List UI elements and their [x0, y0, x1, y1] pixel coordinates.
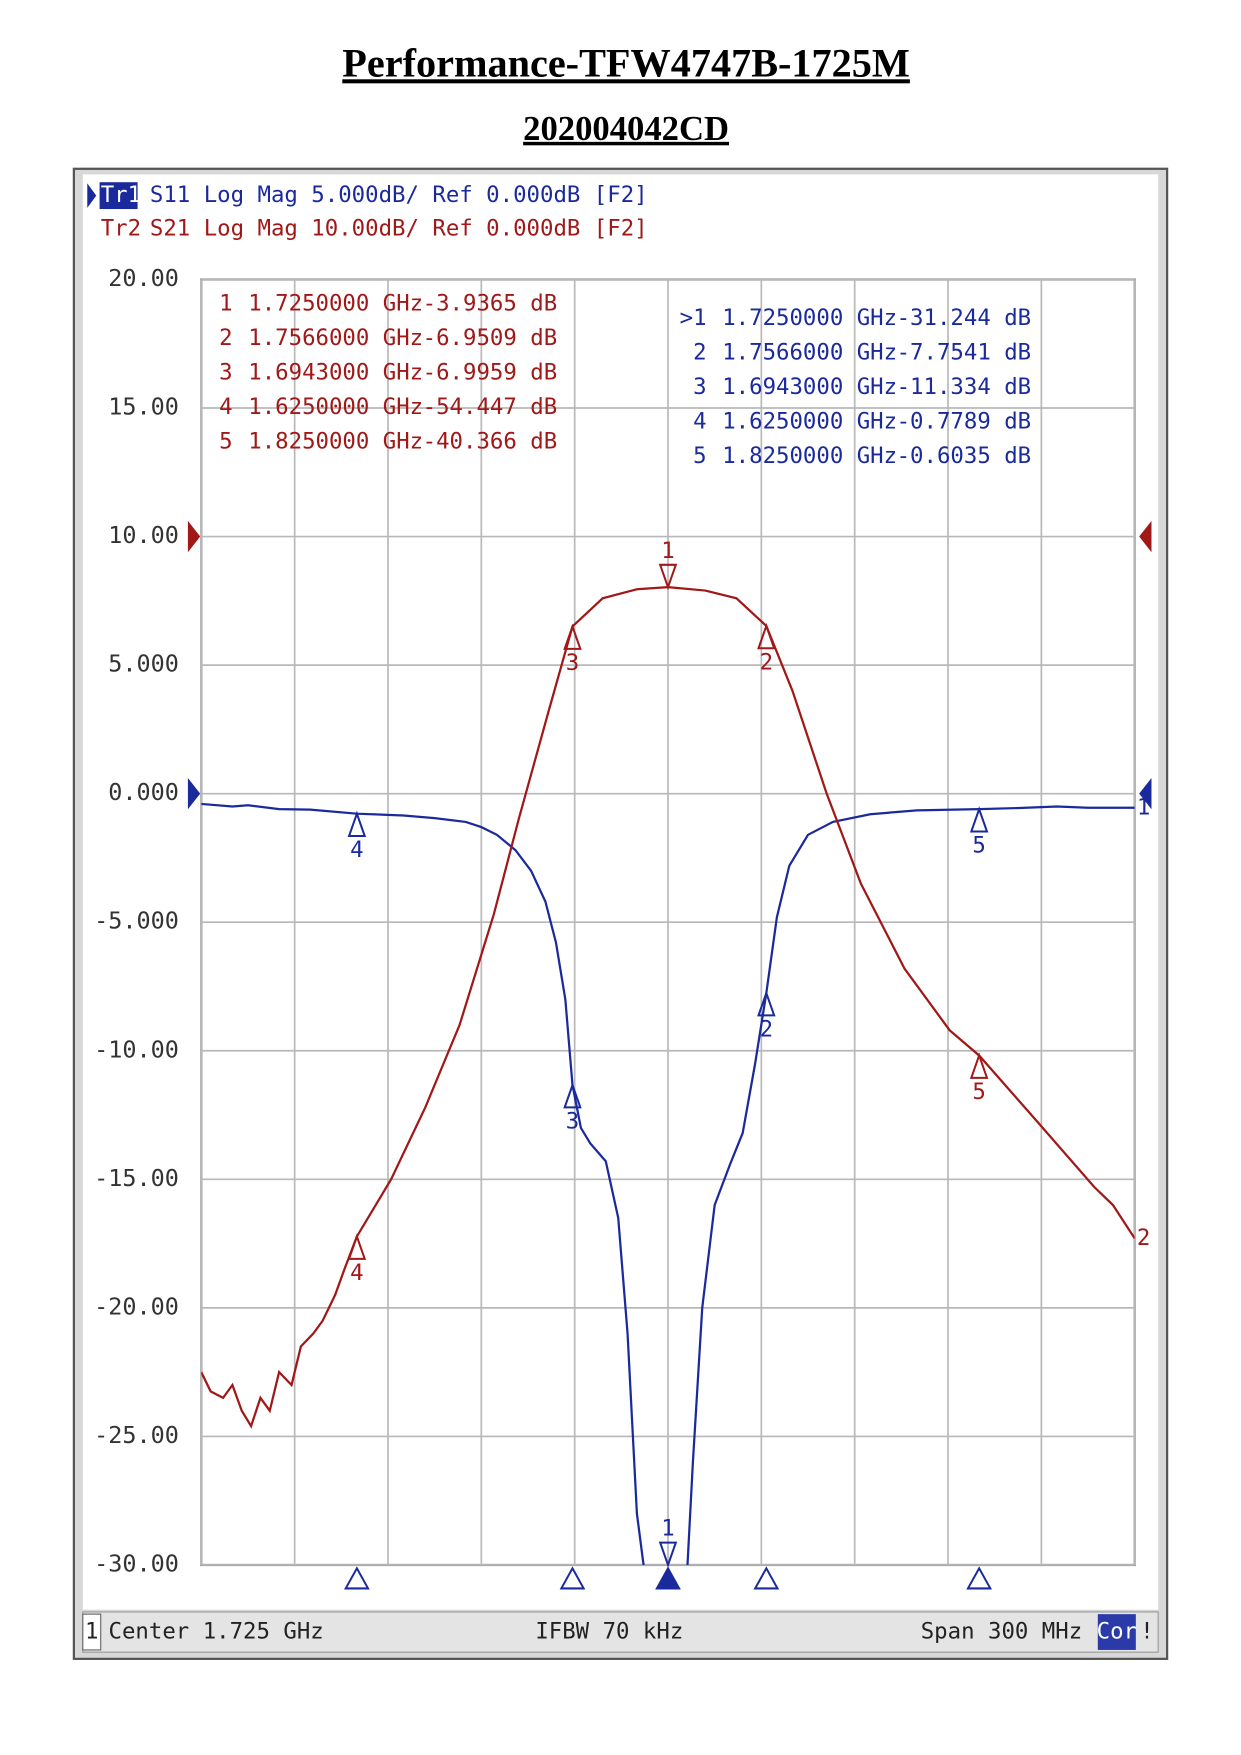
chart-subtitle: 202004042CD	[523, 110, 729, 148]
marker-triangle	[757, 622, 776, 650]
traces	[201, 586, 1135, 1565]
marker-table-freq: 1.6250000 GHz	[248, 394, 423, 420]
marker-table-freq: 1.7250000 GHz	[722, 305, 897, 331]
y-tick-label: 5.000	[108, 650, 179, 678]
marker-table-freq: 1.7566000 GHz	[248, 325, 423, 351]
marker-label: 1	[661, 1516, 674, 1542]
marker-table-value: -40.366 dB	[423, 428, 558, 454]
marker-label: 4	[350, 1260, 363, 1286]
marker-triangle	[563, 1082, 582, 1109]
marker-table-id: 3	[219, 359, 232, 385]
marker-table-freq: 1.8250000 GHz	[248, 428, 423, 454]
marker-table-id: 1	[219, 291, 232, 317]
marker-triangle	[969, 806, 989, 833]
y-tick-label: -5.000	[94, 907, 179, 935]
marker-table-value: -3.9365 dB	[423, 291, 558, 317]
marker-table-id: 4	[219, 394, 232, 420]
stimulus-marker	[559, 1566, 586, 1590]
marker-table-freq: 1.7250000 GHz	[248, 291, 423, 317]
status-bar	[82, 1611, 1159, 1653]
marker-triangle	[757, 989, 776, 1017]
stimulus-marker	[753, 1566, 780, 1590]
y-tick-label: -30.00	[94, 1549, 179, 1577]
y-tick-label: 0.000	[108, 778, 179, 806]
marker-label: 2	[760, 649, 773, 675]
marker-label: 5	[972, 833, 985, 859]
cor-box	[1097, 1614, 1136, 1650]
marker-label: 2	[760, 1016, 773, 1042]
active-trace-tag	[99, 182, 138, 210]
marker-table-id: 2	[219, 325, 232, 351]
y-tick-label: 20.00	[108, 264, 179, 292]
marker-table-value: -6.9509 dB	[423, 325, 558, 351]
stimulus-marker	[655, 1566, 681, 1590]
y-tick-label: -15.00	[94, 1164, 179, 1192]
y-tick-label: -25.00	[94, 1421, 179, 1449]
marker-table-id: 3	[693, 374, 706, 400]
marker-triangle	[658, 563, 678, 591]
marker-triangle	[563, 623, 582, 650]
marker-table-value: -11.334 dB	[897, 374, 1032, 400]
y-tick-label: 10.00	[108, 521, 179, 549]
ref-arrow	[187, 520, 201, 553]
y-tick-label: -10.00	[94, 1035, 179, 1063]
trace-tag: Tr2	[101, 216, 141, 242]
ref-arrow	[1139, 520, 1152, 553]
marker-table-freq: 1.8250000 GHz	[722, 443, 897, 469]
ifbw: IFBW 70 kHz	[535, 1619, 683, 1645]
marker-label: 4	[350, 837, 363, 863]
marker-table-freq: 1.6943000 GHz	[722, 374, 897, 400]
marker-table-id: 5	[693, 443, 706, 469]
y-tick-label: -20.00	[94, 1292, 179, 1320]
marker-table-value: -0.6035 dB	[897, 443, 1032, 469]
cor-label: Cor	[1097, 1619, 1137, 1645]
marker-table-freq: 1.7566000 GHz	[722, 340, 897, 366]
trace-header: S11 Log Mag 5.000dB/ Ref 0.000dB [F2]	[150, 182, 648, 208]
y-tick-label: 15.00	[108, 393, 179, 421]
center-frequency: Center 1.725 GHz	[109, 1619, 324, 1645]
marker-table-id: 2	[693, 340, 706, 366]
marker-table-freq: 1.6250000 GHz	[722, 408, 897, 434]
marker-label: 3	[566, 1108, 579, 1134]
marker-table-id: >1	[680, 305, 707, 331]
marker-triangle	[347, 810, 367, 838]
trace-header: S21 Log Mag 10.00dB/ Ref 0.000dB [F2]	[150, 216, 648, 242]
marker-triangle	[347, 1233, 367, 1260]
marker-label: 5	[972, 1079, 985, 1105]
ref-arrow	[1139, 778, 1152, 810]
active-trace-indicator	[87, 183, 97, 208]
marker-triangle	[969, 1052, 989, 1079]
marker-table-id: 5	[219, 428, 232, 454]
marker-table-id: 4	[693, 408, 706, 434]
chart-title: Performance-TFW4747B-1725M	[342, 40, 910, 85]
channel-number: 1	[85, 1619, 98, 1645]
marker-label: 1	[661, 538, 674, 564]
marker-table-freq: 1.6943000 GHz	[248, 359, 423, 385]
trace-id: 1	[1137, 794, 1150, 820]
span: Span 300 MHz	[921, 1619, 1082, 1645]
marker-table-value: -7.7541 dB	[897, 340, 1032, 366]
marker-table-value: -6.9959 dB	[423, 359, 558, 385]
trace-line	[201, 586, 1135, 1429]
marker-triangle	[658, 1541, 678, 1569]
trace-tag: Tr1	[101, 182, 141, 208]
trace-line	[201, 802, 1135, 1565]
ref-arrow	[187, 778, 201, 810]
channel-box	[82, 1613, 102, 1651]
marker-table-value: -54.447 dB	[423, 394, 558, 420]
marker-table-value: -0.7789 dB	[897, 408, 1032, 434]
stimulus-marker	[343, 1566, 370, 1590]
marker-label: 3	[566, 650, 579, 676]
marker-table-value: -31.244 dB	[897, 305, 1032, 331]
stimulus-marker	[966, 1566, 993, 1590]
trace-id: 2	[1137, 1225, 1150, 1251]
alert: !	[1140, 1619, 1153, 1645]
